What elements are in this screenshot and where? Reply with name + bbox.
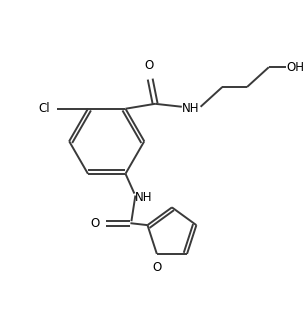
Text: O: O — [91, 217, 100, 230]
Text: OH: OH — [286, 61, 304, 74]
Text: NH: NH — [135, 191, 152, 204]
Text: O: O — [145, 59, 154, 72]
Text: NH: NH — [182, 102, 199, 115]
Text: Cl: Cl — [39, 102, 50, 115]
Text: O: O — [152, 261, 161, 274]
